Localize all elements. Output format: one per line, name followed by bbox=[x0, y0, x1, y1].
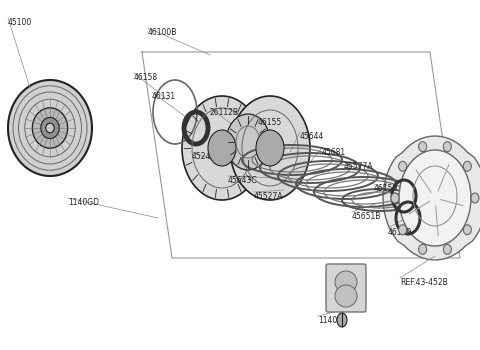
Text: 46159: 46159 bbox=[388, 228, 412, 237]
Ellipse shape bbox=[419, 142, 427, 152]
Ellipse shape bbox=[399, 150, 471, 246]
Ellipse shape bbox=[419, 244, 427, 254]
Ellipse shape bbox=[226, 114, 270, 170]
FancyBboxPatch shape bbox=[326, 264, 366, 312]
Text: 46120C: 46120C bbox=[338, 276, 367, 285]
Ellipse shape bbox=[444, 244, 451, 254]
Ellipse shape bbox=[256, 130, 284, 166]
Ellipse shape bbox=[8, 80, 92, 176]
Text: 45644: 45644 bbox=[300, 132, 324, 141]
Text: 46131: 46131 bbox=[152, 92, 176, 101]
Text: REF.43-452B: REF.43-452B bbox=[400, 278, 448, 287]
Text: 46158: 46158 bbox=[134, 73, 158, 82]
Text: 1140GD: 1140GD bbox=[68, 198, 99, 207]
Text: 46155: 46155 bbox=[258, 118, 282, 127]
Ellipse shape bbox=[398, 225, 407, 235]
Ellipse shape bbox=[182, 96, 262, 200]
Ellipse shape bbox=[337, 313, 347, 327]
Polygon shape bbox=[383, 136, 480, 260]
Ellipse shape bbox=[230, 96, 310, 200]
Text: 45527A: 45527A bbox=[254, 192, 284, 201]
Ellipse shape bbox=[335, 285, 357, 307]
Text: 46100B: 46100B bbox=[148, 28, 178, 37]
Text: 45100: 45100 bbox=[8, 18, 32, 27]
Text: 45651B: 45651B bbox=[352, 212, 382, 221]
Ellipse shape bbox=[208, 130, 236, 166]
Ellipse shape bbox=[391, 193, 399, 203]
Ellipse shape bbox=[444, 142, 451, 152]
Text: 46159: 46159 bbox=[374, 184, 398, 193]
Text: 45247A: 45247A bbox=[192, 152, 221, 161]
Ellipse shape bbox=[335, 271, 357, 293]
Ellipse shape bbox=[463, 161, 471, 171]
Ellipse shape bbox=[41, 118, 59, 139]
Text: 45577A: 45577A bbox=[344, 162, 373, 171]
Text: 11405B: 11405B bbox=[318, 316, 347, 325]
Ellipse shape bbox=[398, 161, 407, 171]
Ellipse shape bbox=[471, 193, 479, 203]
Text: 26112B: 26112B bbox=[210, 108, 239, 117]
Ellipse shape bbox=[32, 108, 68, 148]
Ellipse shape bbox=[463, 225, 471, 235]
Ellipse shape bbox=[46, 123, 54, 133]
Text: 45643C: 45643C bbox=[228, 176, 258, 185]
Text: 45681: 45681 bbox=[322, 148, 346, 157]
